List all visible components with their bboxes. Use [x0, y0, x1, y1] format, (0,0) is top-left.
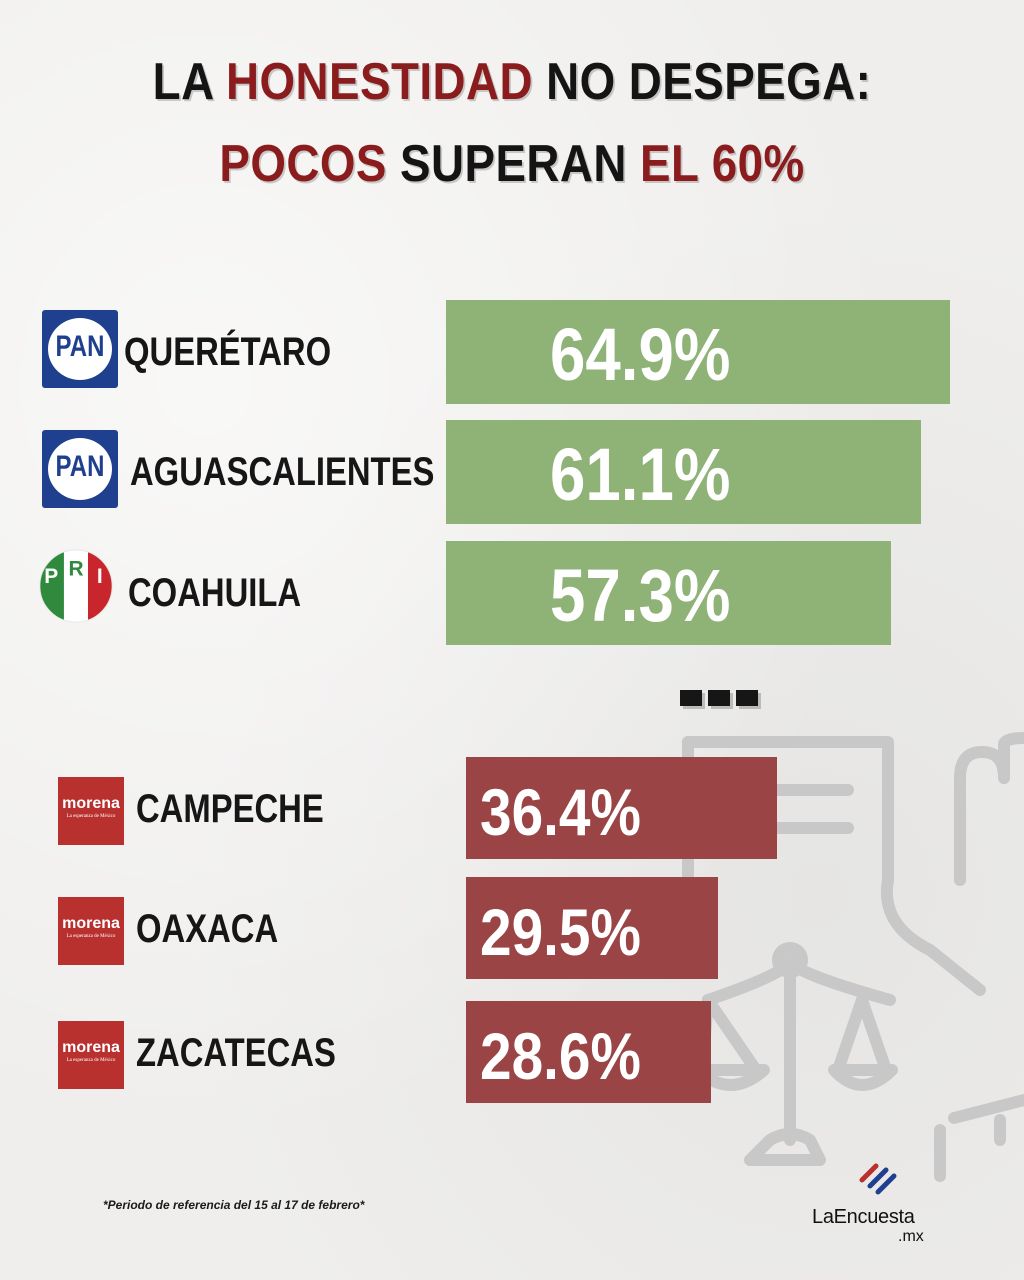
headline-fragment: NO DESPEGA:	[532, 53, 872, 111]
bar-value-label: 29.5%	[480, 895, 641, 969]
morena-logo-name: morena	[62, 1039, 120, 1056]
bar	[466, 1001, 711, 1103]
pan-logo: PAN	[42, 310, 118, 388]
state-label: CAMPECHE	[136, 787, 324, 831]
bar	[446, 541, 891, 645]
bar	[446, 420, 921, 524]
brand-domain: .mx	[898, 1228, 924, 1245]
headline-fragment: HONESTIDAD	[226, 53, 533, 111]
ellipsis-dot	[736, 690, 758, 706]
morena-logo-name: morena	[62, 795, 120, 812]
pan-logo: PAN	[42, 430, 118, 508]
morena-logo: morena La esperanza de México	[58, 777, 124, 845]
pan-logo-ring	[48, 438, 112, 500]
bar	[466, 757, 777, 859]
pan-logo-text: PAN	[55, 330, 105, 363]
morena-logo-tagline: La esperanza de México	[66, 934, 116, 939]
pan-logo-ring	[48, 318, 112, 380]
bar-value-label: 28.6%	[480, 1019, 641, 1093]
state-label: QUERÉTARO	[124, 330, 332, 374]
headline-fragment: SUPERAN	[386, 135, 641, 193]
state-label: ZACATECAS	[136, 1031, 336, 1075]
laencuesta-logo-icon	[859, 1163, 897, 1195]
bar-value-label: 61.1%	[550, 433, 731, 516]
pri-logo-stripe	[63, 549, 89, 623]
headline-fragment: EL 60%	[640, 135, 805, 193]
pri-logo-letter: P	[44, 565, 58, 588]
bar-value-label: 36.4%	[480, 775, 641, 849]
ellipsis-dot	[708, 690, 730, 706]
state-label: AGUASCALIENTES	[130, 450, 435, 494]
ellipsis-dot	[680, 690, 702, 706]
morena-logo: morena La esperanza de México	[58, 1021, 124, 1089]
morena-logo-name: morena	[62, 915, 120, 932]
headline-line-1: LA HONESTIDAD NO DESPEGA:	[61, 52, 962, 112]
headline-fragment: POCOS	[219, 135, 387, 193]
bar-value-label: 57.3%	[550, 554, 731, 637]
state-label: COAHUILA	[128, 571, 302, 615]
bar-value-label: 64.9%	[550, 313, 731, 396]
morena-logo-tagline: La esperanza de México	[66, 814, 116, 819]
bar	[466, 877, 718, 979]
morena-logo-tagline: La esperanza de México	[66, 1058, 116, 1063]
pri-logo-letter: I	[97, 565, 103, 588]
brand-name: LaEncuesta	[812, 1206, 915, 1228]
pri-logo-ring	[39, 549, 113, 623]
footnote: *Periodo de referencia del 15 al 17 de f…	[103, 1198, 365, 1212]
morena-logo: morena La esperanza de México	[58, 897, 124, 965]
bar	[446, 300, 950, 404]
pri-logo-letter: R	[68, 558, 83, 581]
headline-fragment: LA	[152, 53, 227, 111]
state-label: OAXACA	[136, 907, 279, 951]
headline-line-2: POCOS SUPERAN EL 60%	[61, 134, 962, 194]
pan-logo-text: PAN	[55, 450, 105, 483]
